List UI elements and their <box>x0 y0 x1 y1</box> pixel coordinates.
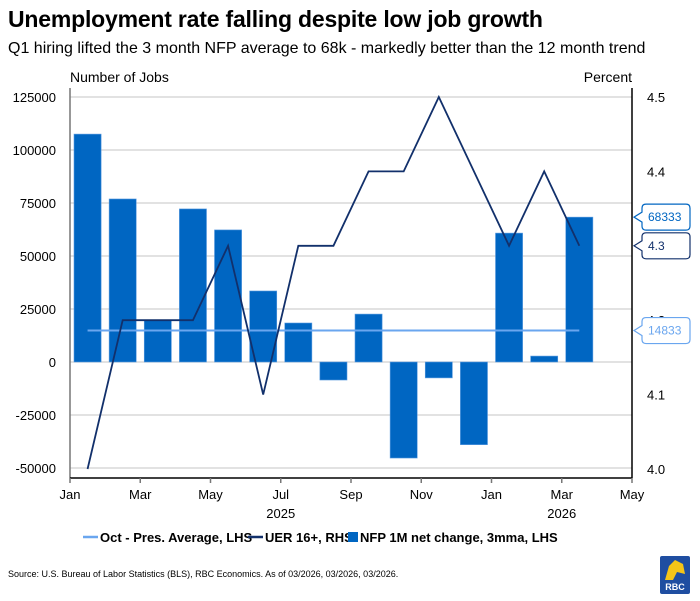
bar <box>460 361 488 445</box>
chart-subtitle: Q1 hiring lifted the 3 month NFP average… <box>8 40 646 57</box>
y-axis-label: Number of Jobs <box>70 69 169 85</box>
x-year-label: 2025 <box>266 506 295 521</box>
bar <box>530 355 559 363</box>
x-tick-label: Sep <box>339 487 362 502</box>
callout-label: 14833 <box>648 324 682 338</box>
x-tick-label: May <box>620 487 645 502</box>
chart: Number of Jobs Percent 125000 100000 75000… <box>13 69 691 545</box>
bar <box>214 229 242 363</box>
bar <box>354 313 383 363</box>
x-tick-label: May <box>198 487 223 502</box>
y2-tick-label: 4.5 <box>647 90 665 105</box>
legend-label: Oct - Pres. Average, LHS <box>100 530 253 545</box>
y2-tick-label: 4.1 <box>647 388 665 403</box>
y2-tick-label: 4.4 <box>647 164 665 179</box>
bar <box>319 361 348 381</box>
y-tick-label: -25000 <box>16 408 56 423</box>
y-tick-label: 25000 <box>20 302 56 317</box>
bar <box>143 320 172 363</box>
bar <box>424 361 453 379</box>
callout-label: 68333 <box>648 210 682 224</box>
y-tick-label: -50000 <box>16 461 56 476</box>
bar <box>249 290 278 363</box>
bar <box>389 361 418 459</box>
legend-label: NFP 1M net change, 3mma, LHS <box>360 530 558 545</box>
y2-axis-label: Percent <box>584 69 632 85</box>
y2-tick-label: 4.0 <box>647 462 665 477</box>
legend-label: UER 16+, RHS <box>265 530 353 545</box>
x-tick-label: Mar <box>551 487 574 502</box>
bar <box>73 133 102 363</box>
lion-icon <box>665 560 685 580</box>
bar <box>108 198 137 363</box>
source-note: Source: U.S. Bureau of Labor Statistics … <box>8 569 399 579</box>
bar <box>565 216 594 363</box>
y-tick-label: 100000 <box>13 143 56 158</box>
x-tick-label: Jul <box>272 487 289 502</box>
logo-text: RBC <box>665 582 685 592</box>
bar <box>284 322 313 363</box>
callout-box <box>632 316 691 345</box>
callout-label: 4.3 <box>648 239 665 253</box>
x-tick-label: Jan <box>481 487 502 502</box>
x-tick-label: Nov <box>410 487 434 502</box>
x-year-label: 2026 <box>547 506 576 521</box>
y-tick-label: 125000 <box>13 90 56 105</box>
x-tick-label: Mar <box>129 487 152 502</box>
rbc-logo: RBC <box>660 556 690 594</box>
callout-box <box>632 203 691 231</box>
bar <box>495 232 523 363</box>
callout-box <box>632 232 691 260</box>
y-tick-label: 0 <box>49 355 56 370</box>
y-tick-label: 50000 <box>20 249 56 264</box>
chart-title: Unemployment rate falling despite low jo… <box>8 6 543 32</box>
y-tick-label: 75000 <box>20 196 56 211</box>
bar <box>179 208 207 363</box>
x-tick-label: Jan <box>60 487 81 502</box>
legend-swatch-nfp <box>348 532 358 542</box>
